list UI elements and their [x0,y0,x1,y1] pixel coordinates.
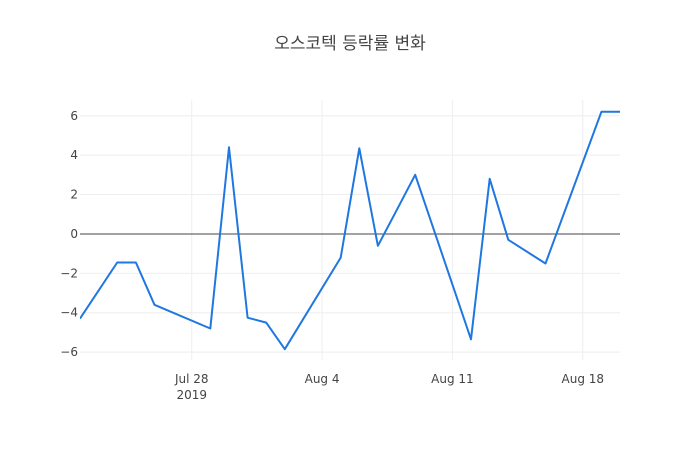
y-tick-label: 6 [70,109,78,123]
y-tick-label: 4 [70,148,78,162]
x-tick-label: Jul 28 [174,372,209,386]
chart-title: 오스코텍 등락률 변화 [274,34,426,54]
y-tick-label: 0 [70,227,78,241]
x-tick-label: Aug 4 [305,372,340,386]
axes: Jul 28 2019 Aug 4 Aug 11 Aug 18 −6 −4 −2 0 2 4 6 [60,109,604,402]
y-tick-label: 2 [70,188,78,202]
y-tick-label: −6 [60,345,78,359]
grid [80,100,620,360]
x-tick-label: Aug 18 [562,372,605,386]
y-tick-label: −2 [60,266,78,280]
series-line [80,110,620,351]
x-tick-label: Aug 11 [431,372,474,386]
series [80,110,620,351]
x-year-label: 2019 [176,388,207,402]
y-tick-label: −4 [60,306,78,320]
